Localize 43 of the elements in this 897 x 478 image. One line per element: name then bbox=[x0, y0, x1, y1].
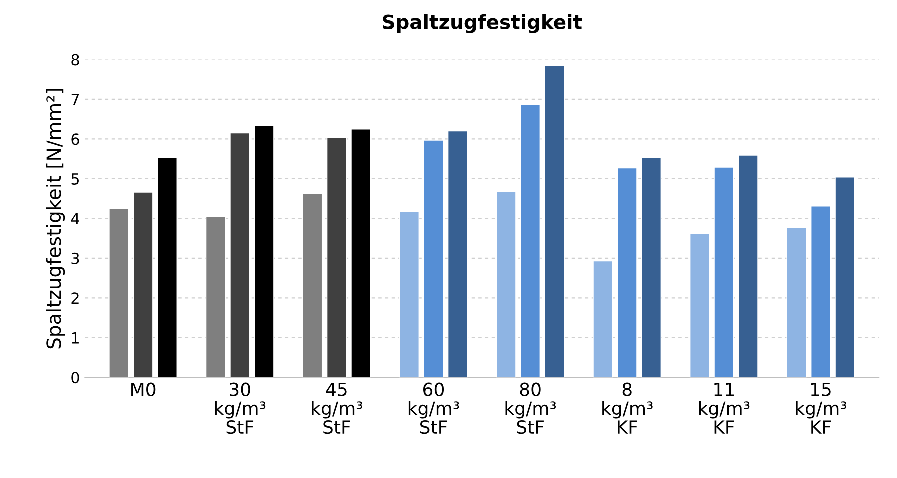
bar bbox=[109, 208, 130, 378]
bar bbox=[230, 132, 250, 378]
x-tick-label: 80 kg/m³ StF bbox=[506, 382, 556, 434]
y-tick-label: 8 bbox=[72, 54, 80, 66]
y-tick-label: 4 bbox=[71, 213, 80, 224]
bar bbox=[641, 157, 662, 378]
y-tick-label: 3 bbox=[72, 252, 80, 264]
bar bbox=[593, 260, 614, 378]
bar bbox=[206, 216, 226, 378]
y-tick-label: 1 bbox=[72, 332, 79, 344]
y-tick-label: 6 bbox=[72, 134, 80, 146]
x-tick-label: M0 bbox=[132, 382, 156, 396]
y-tick-label: 5 bbox=[72, 174, 80, 185]
bar bbox=[133, 192, 154, 378]
bar bbox=[738, 155, 758, 378]
bar bbox=[157, 157, 178, 378]
y-tick-label: 7 bbox=[72, 94, 80, 106]
y-tick-label: 2 bbox=[72, 292, 79, 304]
x-tick-label: 30 kg/m³ StF bbox=[215, 382, 266, 434]
x-tick-label: 45 kg/m³ StF bbox=[312, 383, 362, 434]
bar bbox=[448, 130, 468, 378]
bar bbox=[617, 168, 638, 378]
x-tick-label: 15 kg/m³ KF bbox=[796, 383, 846, 434]
chart-title: Spaltzugfestigkeit bbox=[383, 14, 582, 34]
bar bbox=[351, 128, 372, 378]
bar bbox=[714, 167, 734, 378]
bar bbox=[786, 227, 807, 378]
y-tick-label: 0 bbox=[72, 372, 80, 384]
bar bbox=[326, 138, 348, 378]
x-tick-label: 11 kg/m³ KF bbox=[699, 383, 750, 434]
bar bbox=[496, 191, 516, 378]
y-axis-title: Spaltzugfestigkeit [N/mm²] bbox=[46, 89, 66, 349]
bar bbox=[520, 104, 541, 378]
bar bbox=[835, 176, 856, 378]
bar bbox=[254, 125, 274, 378]
bar bbox=[810, 206, 832, 378]
bar bbox=[690, 233, 710, 378]
bar bbox=[544, 65, 565, 378]
x-tick-label: 8 kg/m³ KF bbox=[602, 382, 653, 434]
bar bbox=[424, 140, 444, 378]
bar bbox=[302, 194, 323, 378]
x-tick-label: 60 kg/m³ StF bbox=[408, 382, 460, 434]
bar bbox=[399, 211, 420, 378]
